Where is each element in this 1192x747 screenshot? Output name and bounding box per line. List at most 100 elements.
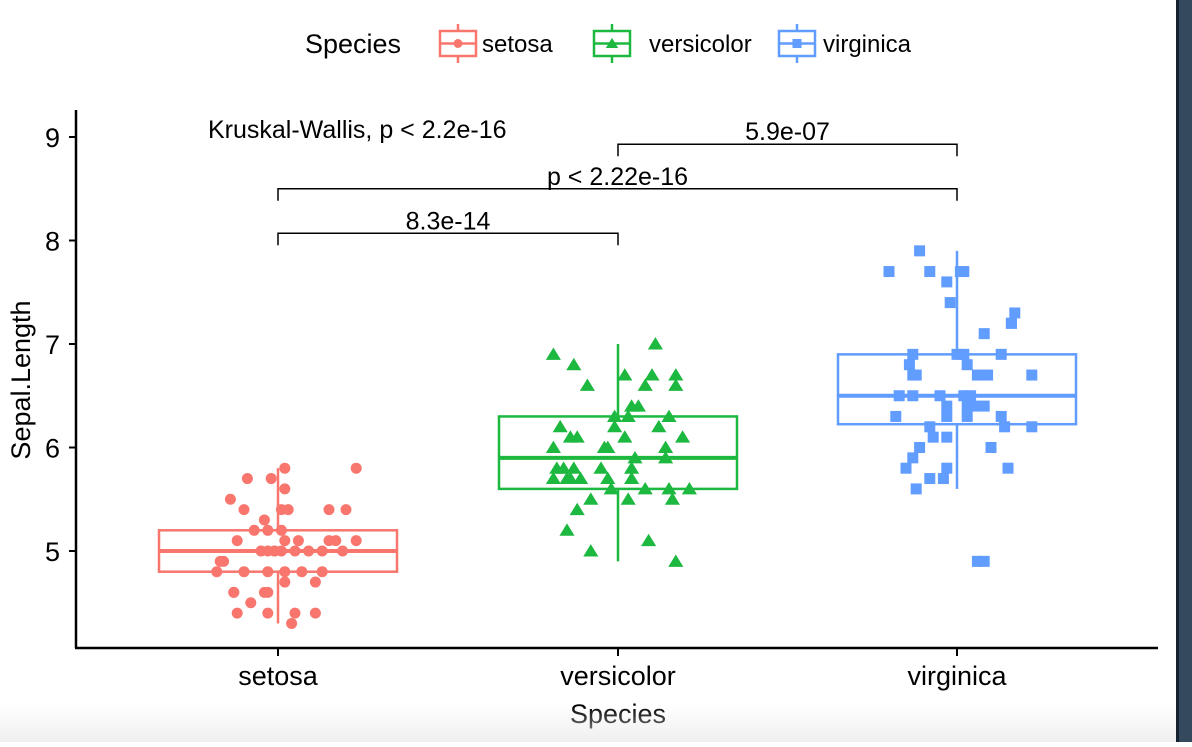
data-point [985, 442, 997, 453]
data-point [681, 482, 697, 495]
data-point [941, 431, 953, 443]
points-setosa [211, 462, 362, 629]
data-point [316, 566, 328, 578]
data-point [323, 504, 335, 516]
data-point [296, 566, 308, 578]
comparison-bracket: p < 2.22e-16 [277, 163, 958, 201]
data-point [624, 471, 640, 485]
data-point [627, 450, 643, 464]
data-point [934, 390, 946, 402]
data-point [603, 482, 619, 495]
legend-item-versicolor: versicolor [592, 24, 752, 63]
data-point [340, 504, 352, 516]
data-point [978, 400, 990, 412]
data-point [971, 555, 983, 567]
data-point [279, 483, 291, 495]
bracket-line [617, 143, 958, 157]
data-point [661, 409, 677, 422]
data-point [262, 607, 274, 619]
data-point [958, 266, 970, 278]
data-point [890, 410, 902, 422]
p-value-label: 5.9e-07 [745, 118, 830, 146]
data-point [944, 297, 956, 309]
data-point [573, 471, 589, 485]
y-axis-title: Sepal.Length [6, 300, 36, 459]
data-point [620, 492, 636, 505]
y-tick-label: 9 [45, 123, 60, 153]
data-point [238, 504, 250, 516]
data-point [637, 482, 653, 495]
data-point [893, 390, 905, 402]
data-point [323, 535, 335, 547]
legend-triangle-icon [605, 37, 619, 48]
data-point [549, 461, 565, 474]
data-point [924, 421, 936, 433]
legend-item-virginica: virginica [777, 24, 912, 63]
data-point [658, 450, 674, 464]
data-point [275, 524, 287, 536]
data-point [279, 535, 291, 547]
data-point [941, 410, 953, 422]
bracket-line [277, 232, 619, 246]
data-point [961, 359, 973, 371]
data-point [337, 545, 349, 557]
comparison-bracket: 8.3e-14 [277, 207, 619, 246]
data-point [275, 545, 287, 557]
data-point [262, 566, 274, 578]
legend-label: virginica [823, 31, 912, 58]
data-point [624, 399, 640, 412]
points-versicolor [545, 337, 697, 567]
data-point [651, 419, 667, 433]
data-point [668, 554, 684, 567]
data-point [292, 535, 304, 547]
data-point [907, 452, 919, 464]
data-point [1026, 369, 1038, 381]
iqr-box [836, 353, 1078, 426]
data-point [1002, 462, 1014, 474]
data-point [569, 502, 585, 516]
data-point [624, 461, 640, 474]
data-point [289, 545, 301, 557]
data-point [600, 471, 616, 485]
data-point [593, 461, 609, 474]
data-point [211, 566, 223, 578]
data-point [545, 440, 561, 453]
data-point [644, 368, 660, 381]
x-tick-label: setosa [238, 661, 319, 691]
data-point [279, 566, 291, 578]
data-point [617, 368, 633, 381]
axes: 5 6 7 8 9 setosa versicolor virginica Sepal.Le… [6, 110, 1158, 729]
data-point [279, 462, 291, 474]
data-point [231, 607, 243, 619]
data-point [350, 462, 362, 474]
data-point [961, 410, 973, 422]
data-point [552, 419, 568, 433]
box-versicolor [497, 344, 739, 562]
data-point [995, 410, 1007, 422]
data-point [637, 378, 653, 391]
data-point [941, 462, 953, 474]
data-point [231, 535, 243, 547]
data-point [262, 524, 274, 536]
data-point [241, 473, 253, 485]
data-point [238, 566, 250, 578]
data-point [562, 471, 578, 485]
data-point [910, 483, 922, 495]
x-tick-label: versicolor [560, 661, 676, 691]
legend: Species setosa versicolor virginica [305, 24, 912, 63]
data-point [941, 400, 953, 412]
data-point [965, 390, 977, 402]
data-point [951, 348, 963, 360]
data-point [607, 409, 623, 422]
data-point [566, 357, 582, 371]
data-point [275, 504, 287, 516]
data-point [279, 576, 291, 588]
p-value-label: p < 2.22e-16 [547, 163, 688, 191]
legend-label: versicolor [649, 31, 752, 58]
data-point [258, 586, 270, 598]
y-tick-label: 6 [45, 434, 60, 464]
data-point [309, 607, 321, 619]
points-virginica [883, 245, 1038, 567]
data-point [265, 473, 277, 485]
legend-square-icon [792, 39, 802, 48]
